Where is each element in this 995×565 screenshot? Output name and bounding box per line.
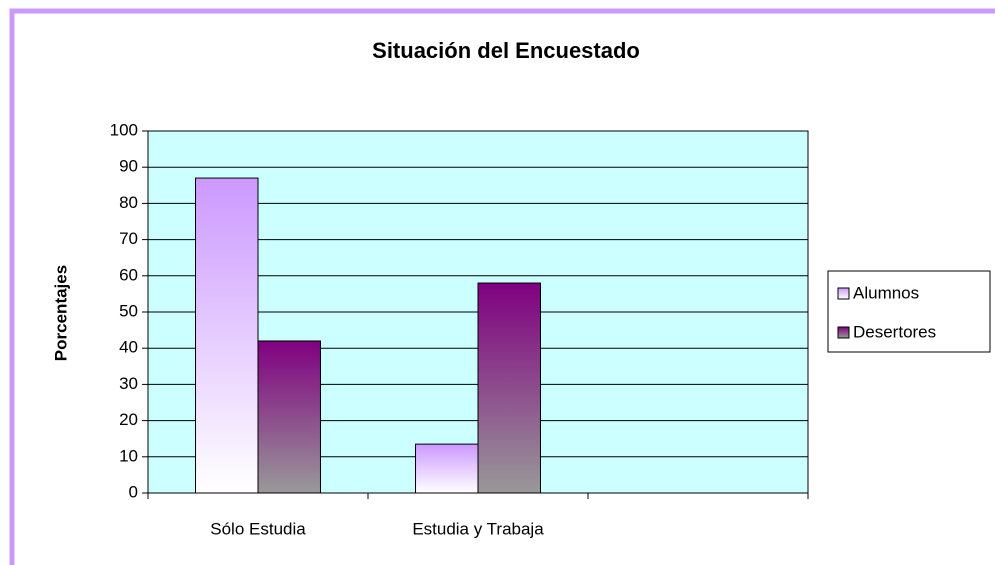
- chart-title: Situación del Encuestado: [372, 38, 640, 63]
- y-tick-label: 10: [119, 446, 138, 465]
- y-tick-label: 30: [119, 374, 138, 393]
- y-tick-label: 40: [119, 338, 138, 357]
- legend-swatch: [837, 287, 850, 300]
- legend-box: [827, 270, 991, 353]
- y-tick-label: 90: [119, 157, 138, 176]
- bar: [415, 443, 479, 494]
- bar: [257, 340, 321, 494]
- y-tick-label: 60: [119, 265, 138, 284]
- legend-swatch: [837, 326, 850, 339]
- legend-label: Alumnos: [853, 283, 919, 302]
- y-tick-label: 20: [119, 410, 138, 429]
- y-tick-label: 50: [119, 301, 138, 320]
- frame: [9, 8, 995, 565]
- y-tick-label: 0: [129, 482, 138, 501]
- y-tick-label: 100: [110, 120, 138, 139]
- x-tick-label: Estudia y Trabaja: [412, 519, 544, 538]
- y-tick-label: 70: [119, 229, 138, 248]
- y-tick-label: 80: [119, 193, 138, 212]
- legend-label: Desertores: [853, 322, 936, 341]
- bar: [195, 177, 259, 494]
- x-tick-label: Sólo Estudia: [210, 519, 306, 538]
- bar: [477, 282, 541, 494]
- y-axis-label: Porcentajes: [51, 265, 70, 361]
